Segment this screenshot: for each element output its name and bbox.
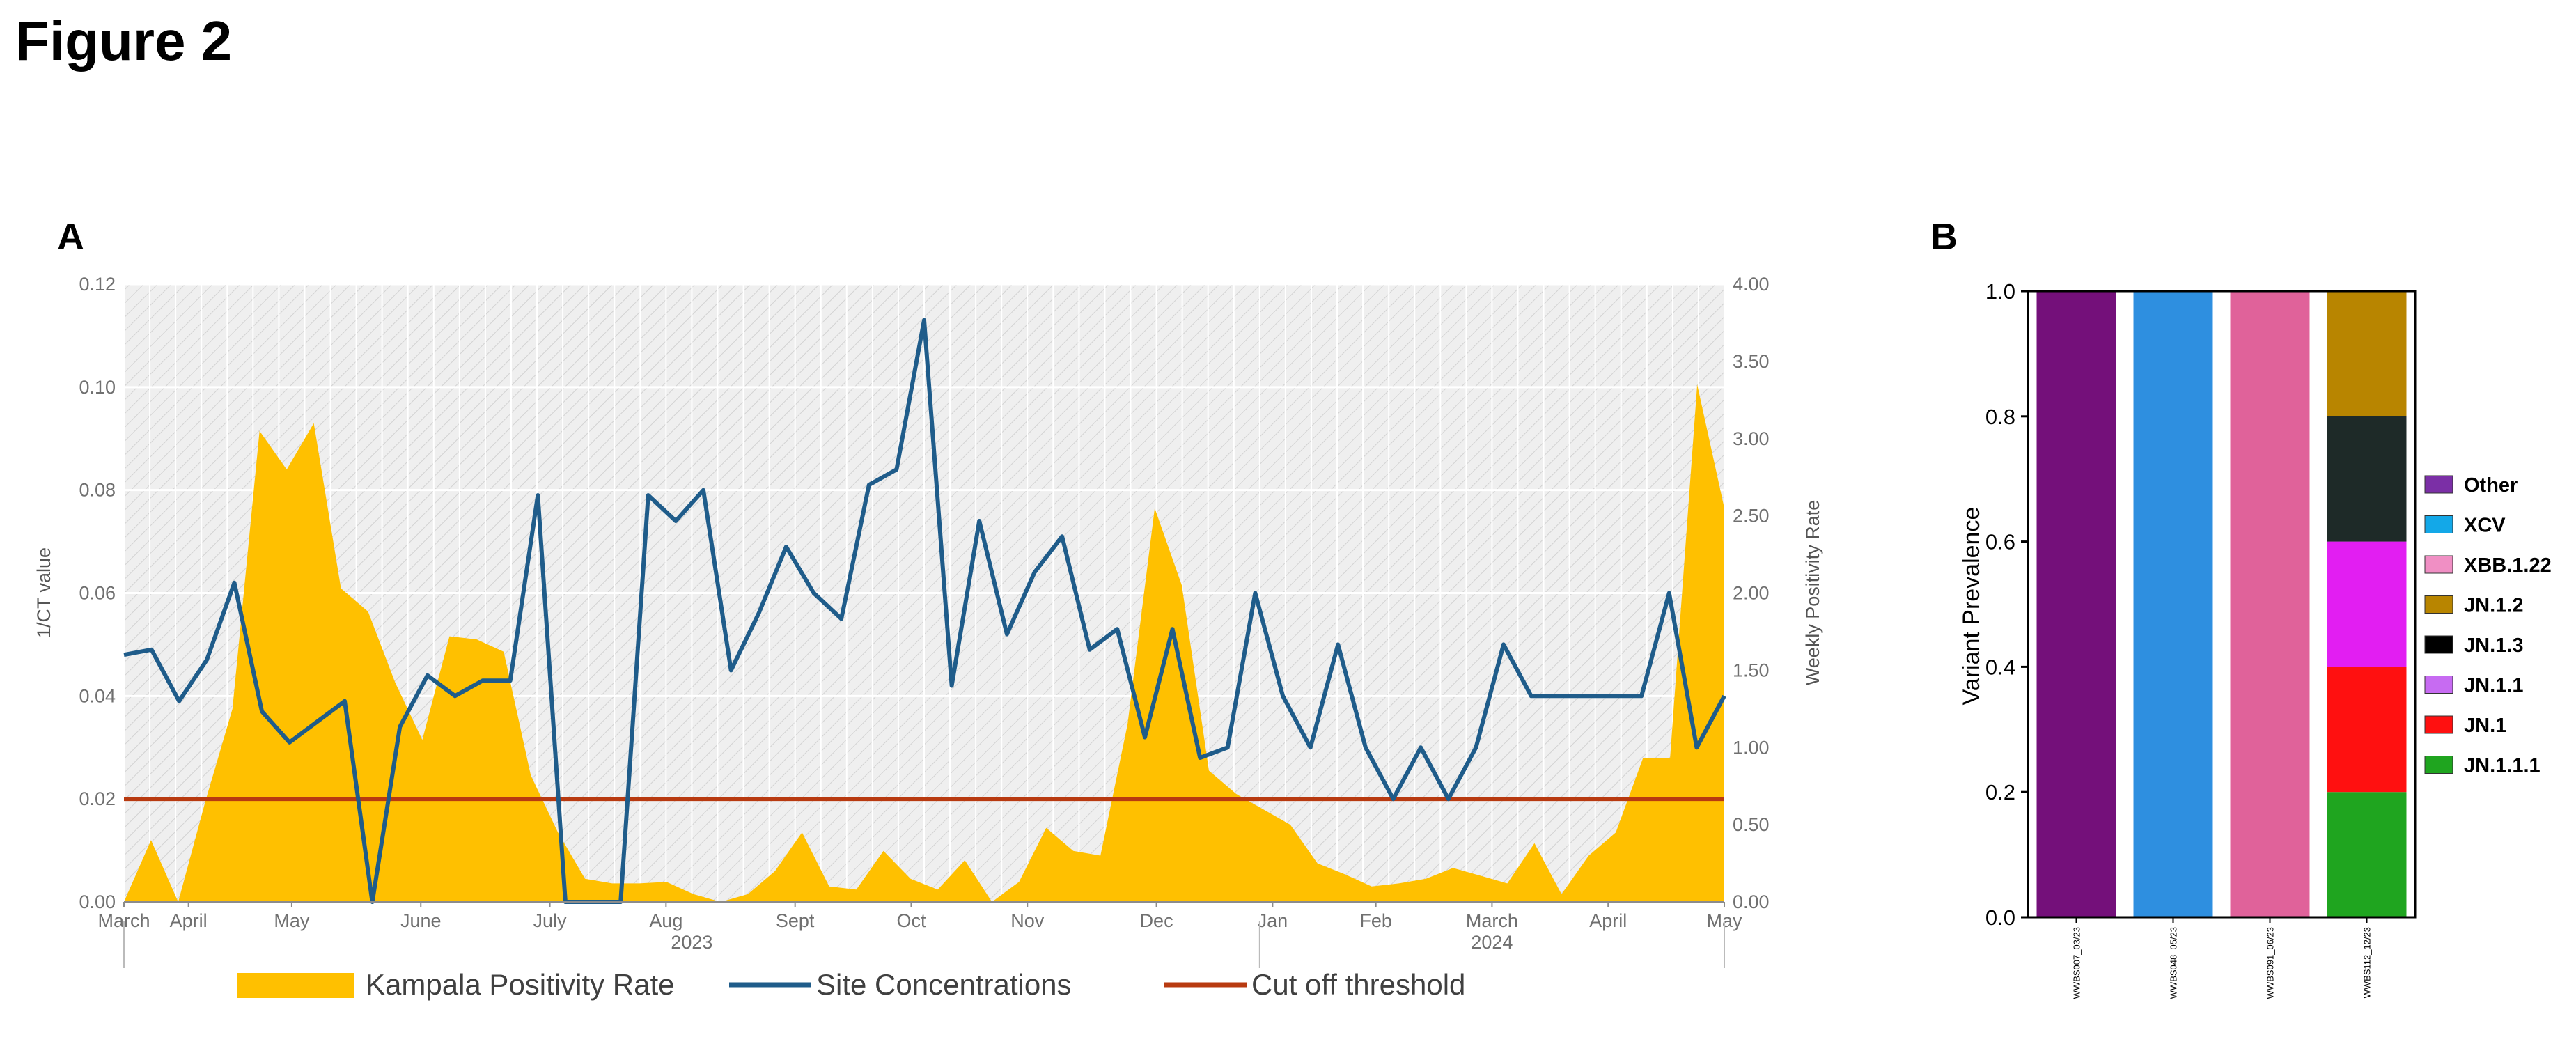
legend-label: JN.1.3 [2464, 634, 2523, 657]
y-tick-left-label: 0.08 [79, 480, 116, 501]
panel-a-chart: 0.00 0.02 0.04 0.06 0.08 0.10 0.12 0.00 0.50 1.00… [33, 274, 1823, 1001]
y-tick-left-label: 0.02 [79, 788, 116, 809]
y-tick-left-label: 0.06 [79, 583, 116, 604]
legend-label: Other [2464, 474, 2518, 497]
y-axis-left-label: 1/CT value [33, 547, 54, 638]
legend-panel-b: Other XCV XBB.1.22 JN.1.2 JN.1.3 JN.1.1 JN.1 JN… [2424, 474, 2552, 777]
year-label: 2024 [1471, 932, 1513, 953]
y-tick-right-label: 2.50 [1733, 506, 1770, 527]
bar-segment-xbb-1-22 [2230, 291, 2310, 917]
month-tick-label: Feb [1359, 910, 1392, 931]
y-tick-right-label: 2.00 [1733, 583, 1770, 604]
bar-segment-xcv [2133, 291, 2213, 917]
legend-swatch [2424, 555, 2453, 574]
bar-segment-jn-1-2 [2327, 291, 2407, 416]
month-tick-label: June [400, 910, 442, 931]
y-tick-left-label: 0.12 [79, 274, 116, 295]
legend-swatch-positivity [237, 973, 354, 998]
x-tick-label: WWBS112_12/23 [2362, 927, 2373, 998]
legend-label: JN.1 [2464, 715, 2506, 737]
month-tick-label: March [1466, 910, 1518, 931]
site-concentrations-line [123, 318, 1726, 904]
y-tick-right-label: 1.50 [1733, 660, 1770, 680]
plot-frame [2027, 290, 2417, 919]
y-tick-right-label: 0.50 [1733, 814, 1770, 835]
y-tick-label: 0.0 [1985, 905, 2015, 930]
y-axis-right-label: Weekly Positivity Rate [1802, 500, 1823, 686]
legend-panel-a: Kampala Positivity Rate Site Concentrati… [237, 968, 1465, 1001]
legend-label: XCV [2464, 515, 2506, 537]
month-tick-label: April [170, 910, 208, 931]
y-tick-right-label: 3.50 [1733, 351, 1770, 372]
positivity-area [124, 384, 1724, 902]
y-tick-label: 1.0 [1985, 279, 2015, 304]
y-axis-label: Variant Prevalence [1958, 507, 1985, 706]
y-tick-right-label: 3.00 [1733, 428, 1770, 449]
legend-swatch [2424, 595, 2453, 614]
x-tick-label: WWBS048_05/23 [2169, 927, 2179, 999]
month-tick-label: Aug [649, 910, 682, 931]
month-tick-label: Sept [776, 910, 815, 931]
bar-segment-jn-1-1 [2327, 541, 2407, 667]
y-tick-right-label: 4.00 [1733, 274, 1770, 295]
legend-label-cutoff: Cut off threshold [1251, 968, 1465, 1001]
legend-swatch [2424, 756, 2453, 774]
bar-segment-jn-1-1-1 [2327, 792, 2407, 917]
legend-label: JN.1.2 [2464, 595, 2523, 617]
y-tick-label: 0.8 [1985, 405, 2015, 429]
legend-swatch [2424, 715, 2453, 734]
month-tick-label: Nov [1010, 910, 1045, 931]
year-label: 2023 [671, 932, 712, 953]
month-tick-label: Jan [1258, 910, 1288, 931]
legend-swatch [2424, 475, 2453, 494]
legend-label-positivity: Kampala Positivity Rate [366, 968, 675, 1001]
month-tick-label: Oct [896, 910, 926, 931]
legend-label: JN.1.1.1 [2464, 755, 2540, 777]
figure-title: Figure 2 [15, 10, 232, 72]
legend-swatch [2424, 635, 2453, 654]
bar-segment-jn-1 [2327, 667, 2407, 793]
stacked-bars: WWBS007_03/23 WWBS048_05/23 WWBS091_06/23 W… [2036, 291, 2407, 999]
y-tick-left-label: 0.10 [79, 377, 116, 398]
panel-a-label: A [57, 216, 84, 258]
x-tick-label: WWBS091_06/23 [2265, 927, 2276, 999]
legend-label-site: Site Concentrations [816, 968, 1072, 1001]
y-tick-label: 0.4 [1985, 655, 2015, 679]
panel-b-chart: WWBS007_03/23 WWBS048_05/23 WWBS091_06/23 W… [1958, 279, 2552, 999]
y-tick-right-label: 0.00 [1733, 891, 1770, 912]
y-tick-label: 0.6 [1985, 530, 2015, 554]
month-tick-label: May [274, 910, 310, 931]
y-tick-left-label: 0.04 [79, 685, 116, 706]
legend-swatch [2424, 515, 2453, 533]
legend-label: XBB.1.22 [2464, 554, 2552, 577]
y-tick-right-label: 1.00 [1733, 737, 1770, 758]
bar-segment-jn-1-3 [2327, 416, 2407, 542]
month-tick-label: July [533, 910, 568, 931]
axes: 0.0 0.2 0.4 0.6 0.8 1.0 [1985, 279, 2417, 930]
panel-b-label: B [1930, 216, 1958, 258]
month-tick-label: Dec [1140, 910, 1173, 931]
legend-swatch [2424, 676, 2453, 694]
legend-label: JN.1.1 [2464, 675, 2523, 697]
month-tick-label: April [1589, 910, 1627, 931]
y-tick-left-label: 0.00 [79, 891, 116, 912]
bar-segment-other [2036, 291, 2116, 917]
x-tick-label: WWBS007_03/23 [2072, 927, 2082, 999]
y-tick-label: 0.2 [1985, 780, 2015, 804]
axes: 0.00 0.02 0.04 0.06 0.08 0.10 0.12 0.00 0.50 1.00… [79, 274, 1770, 968]
